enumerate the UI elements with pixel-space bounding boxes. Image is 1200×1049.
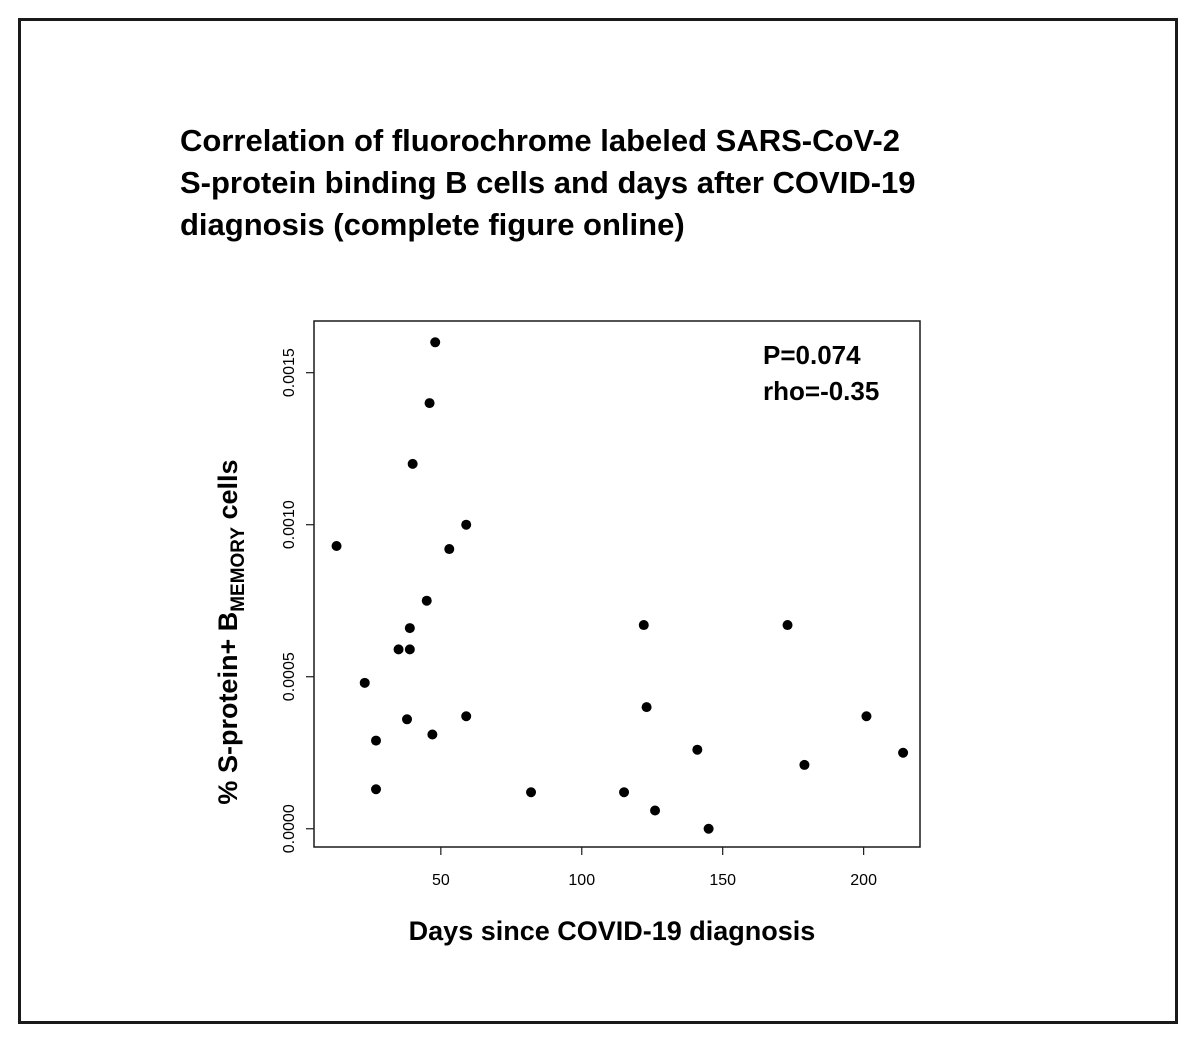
x-tick-label: 100 [568,872,595,889]
x-tick-label: 50 [432,872,450,889]
data-point [407,458,418,469]
y-axis-label-main: % S-protein+ B [213,612,243,805]
y-axis-ticks: 0.0000 0.0005 0.0010 0.0015 [281,348,314,853]
data-point [638,620,649,631]
data-point [526,787,537,798]
data-point [861,711,872,722]
y-tick-label: 0.0005 [281,652,298,701]
data-point [359,677,370,688]
data-point [404,644,415,655]
figure-frame [18,18,1178,1024]
data-point [461,519,472,530]
data-point [650,805,661,816]
x-tick-label: 150 [709,872,736,889]
data-point [898,747,909,758]
data-point [404,623,415,634]
data-point [782,620,793,631]
data-point [393,644,404,655]
data-point [619,787,630,798]
chart-title: Correlation of fluorochrome labeled SARS… [180,120,1080,246]
y-axis-label: % S-protein+ BMEMORY cells [213,459,249,804]
data-point [371,735,382,746]
x-axis-ticks: 50 100 150 200 [432,847,877,889]
data-point [461,711,472,722]
y-axis-label-suffix: cells [213,459,243,527]
rho-annotation: rho=-0.35 [763,376,879,406]
y-axis-label-subscript: MEMORY [228,527,249,612]
data-point [421,595,432,606]
data-point [430,337,441,348]
chart-title-line-2: S-protein binding B cells and days after… [180,165,916,200]
plot-area-box [313,320,921,848]
data-point [402,714,413,725]
data-point [641,702,652,713]
data-points [331,337,909,834]
data-point [799,759,810,770]
x-axis-label: Days since COVID-19 diagnosis [409,916,816,946]
data-point [331,540,342,551]
y-tick-label: 0.0015 [281,348,298,397]
y-tick-label: 0.0000 [281,804,298,853]
p-value-annotation: P=0.074 [763,340,861,370]
data-point [692,744,703,755]
x-tick-label: 200 [850,872,877,889]
data-point [424,398,435,409]
data-point [703,823,714,834]
chart-title-line-3: diagnosis (complete figure online) [180,207,685,242]
data-point [444,544,455,555]
chart-title-line-1: Correlation of fluorochrome labeled SARS… [180,123,900,158]
data-point [371,784,382,795]
y-tick-label: 0.0010 [281,500,298,549]
data-point [427,729,438,740]
